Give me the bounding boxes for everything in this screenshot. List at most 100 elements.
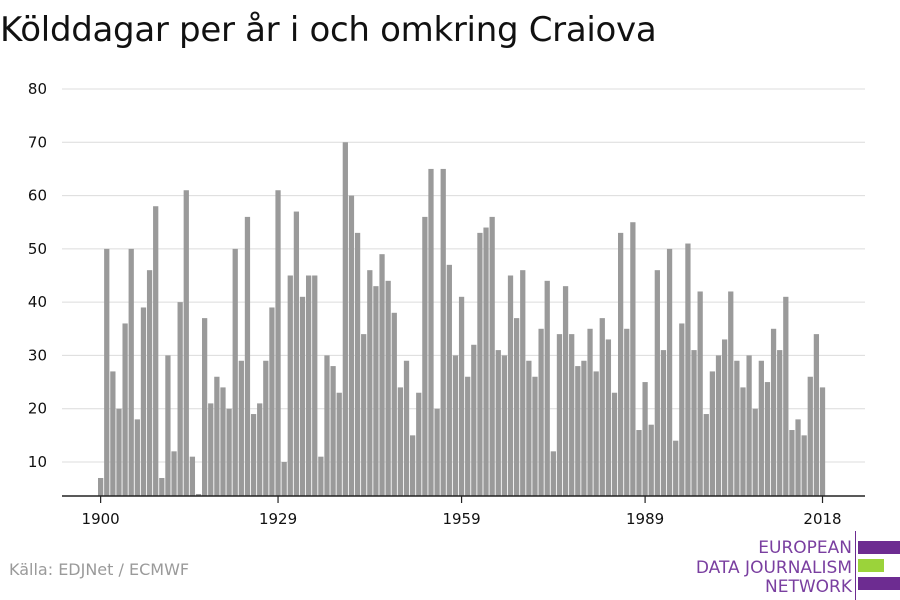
x-tick-label: 2018 bbox=[803, 510, 841, 528]
bar bbox=[746, 355, 752, 496]
x-tick-label: 1959 bbox=[442, 510, 480, 528]
bar bbox=[330, 366, 336, 496]
bar bbox=[257, 403, 263, 496]
bar bbox=[691, 350, 697, 496]
edjnet-logo: EUROPEAN DATA JOURNALISM NETWORK bbox=[696, 531, 900, 600]
bar bbox=[777, 350, 783, 496]
bar bbox=[116, 408, 122, 496]
bar bbox=[550, 451, 556, 496]
bar bbox=[153, 206, 159, 496]
x-axis-ticks: 1900 1929 1959 1989 2018 bbox=[82, 496, 842, 528]
bar bbox=[709, 371, 716, 496]
bar bbox=[306, 275, 312, 496]
bar bbox=[679, 323, 685, 496]
bar bbox=[752, 408, 758, 496]
bar bbox=[452, 355, 459, 496]
logo-bar-green bbox=[858, 559, 884, 572]
bar bbox=[434, 408, 440, 496]
bar bbox=[587, 328, 593, 496]
bar bbox=[165, 355, 171, 496]
y-tick-label: 40 bbox=[28, 293, 47, 311]
bar bbox=[342, 142, 348, 497]
bar bbox=[128, 248, 134, 496]
bar bbox=[697, 291, 703, 496]
bar bbox=[636, 430, 642, 496]
bar bbox=[403, 360, 410, 496]
bar bbox=[660, 350, 667, 496]
bar bbox=[556, 334, 563, 496]
bar bbox=[734, 360, 740, 496]
bar bbox=[465, 376, 471, 496]
bar bbox=[195, 493, 202, 496]
bar bbox=[801, 435, 807, 496]
bars bbox=[98, 142, 826, 497]
bar bbox=[611, 392, 618, 496]
bar bbox=[220, 387, 226, 496]
bar bbox=[569, 334, 575, 496]
bar bbox=[159, 477, 165, 496]
bar bbox=[98, 477, 104, 496]
chart-title: Kölddagar per år i och omkring Craiova bbox=[0, 10, 657, 50]
bar bbox=[520, 270, 526, 496]
bar bbox=[299, 296, 306, 496]
x-tick-label: 1900 bbox=[82, 510, 120, 528]
bar bbox=[122, 323, 128, 496]
bar bbox=[189, 456, 196, 496]
bar bbox=[813, 334, 820, 496]
bar bbox=[110, 371, 116, 496]
x-tick-label: 1929 bbox=[259, 510, 297, 528]
bar bbox=[495, 350, 501, 496]
bar bbox=[416, 392, 422, 496]
bar bbox=[354, 232, 361, 496]
bar bbox=[789, 430, 795, 496]
bar bbox=[440, 168, 446, 496]
bar bbox=[104, 248, 110, 496]
logo-bar-purple-bottom bbox=[858, 577, 900, 590]
bar bbox=[226, 408, 232, 496]
y-tick-label: 20 bbox=[28, 400, 47, 418]
bar bbox=[348, 195, 355, 497]
bar bbox=[410, 435, 416, 496]
bar bbox=[783, 296, 789, 496]
bar bbox=[422, 216, 428, 496]
bar bbox=[275, 190, 281, 496]
bar bbox=[562, 286, 569, 496]
bar bbox=[532, 376, 538, 496]
bar bbox=[819, 387, 826, 496]
bar bbox=[489, 216, 495, 496]
bar bbox=[318, 456, 324, 496]
bar bbox=[293, 211, 300, 497]
bar bbox=[208, 403, 214, 496]
y-tick-label: 50 bbox=[28, 240, 47, 258]
bar bbox=[605, 339, 612, 496]
bar bbox=[795, 419, 801, 496]
y-tick-label: 80 bbox=[28, 80, 47, 98]
bar bbox=[703, 414, 709, 496]
bar bbox=[232, 248, 238, 496]
logo-line-2: DATA JOURNALISM bbox=[695, 558, 852, 578]
bar bbox=[324, 355, 330, 496]
bar bbox=[666, 248, 673, 496]
bar bbox=[269, 307, 275, 496]
bar bbox=[593, 371, 599, 496]
bar bbox=[538, 328, 544, 496]
y-tick-label: 10 bbox=[28, 453, 47, 471]
bar bbox=[367, 270, 373, 496]
bar bbox=[599, 318, 605, 496]
logo-line-1: EUROPEAN bbox=[758, 538, 852, 558]
bar bbox=[630, 222, 636, 496]
bar bbox=[140, 307, 147, 496]
y-tick-label: 60 bbox=[28, 187, 47, 205]
bar bbox=[471, 344, 477, 496]
bar bbox=[715, 355, 722, 496]
bar bbox=[171, 451, 177, 496]
bar bbox=[183, 190, 189, 496]
bar bbox=[202, 318, 208, 496]
bar bbox=[501, 355, 508, 496]
bar bbox=[373, 286, 379, 496]
bar bbox=[312, 275, 318, 496]
bar bbox=[807, 376, 813, 496]
bar bbox=[654, 270, 660, 496]
bar bbox=[764, 382, 771, 496]
bar bbox=[477, 232, 483, 496]
